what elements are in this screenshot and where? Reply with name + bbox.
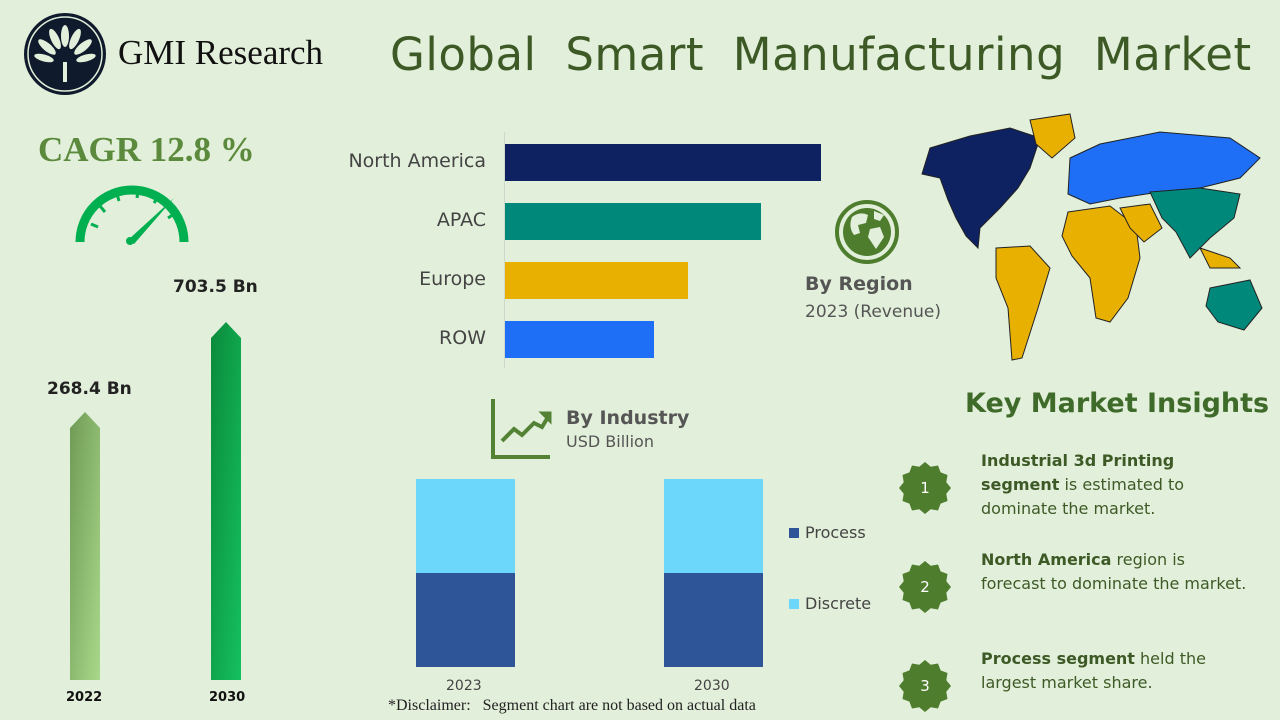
region-bar — [505, 262, 689, 299]
cagr-label: CAGR 12.8 % — [38, 130, 255, 169]
insight-detail: region is forecast to dominate the marke… — [981, 550, 1247, 593]
insight-detail: is estimated to dominate the market. — [981, 475, 1185, 518]
legend-discrete: Discrete — [789, 594, 871, 613]
region-label: North America — [348, 150, 486, 172]
bar-2022 — [70, 412, 100, 680]
insight-badge: 1 — [899, 462, 951, 514]
year-label-2022: 2022 — [66, 690, 103, 705]
map-asia — [1149, 187, 1241, 259]
value-label-2030: 703.5 Bn — [173, 277, 258, 297]
speedometer-icon — [75, 185, 189, 245]
insight-badge: 3 — [899, 660, 951, 712]
globe-icon — [835, 200, 899, 264]
stacked-segment-discrete — [416, 479, 515, 573]
year-label-2030: 2030 — [209, 690, 246, 705]
map-se-asia — [1199, 247, 1242, 269]
map-greenland — [1029, 113, 1076, 159]
trend-chart-icon — [491, 399, 552, 459]
region-bar — [505, 144, 821, 181]
disclaimer: *Disclaimer: Segment chart are not based… — [388, 697, 756, 714]
legend-swatch — [789, 528, 799, 538]
world-map — [921, 113, 1263, 361]
market-size-chart — [70, 322, 241, 680]
badge-star-icon — [899, 660, 951, 712]
insight-detail: held the largest market share. — [981, 649, 1206, 692]
insight-highlight: Process segment — [981, 649, 1135, 668]
insight-text: North America region is forecast to domi… — [981, 548, 1251, 596]
map-middle-east — [1119, 203, 1163, 243]
gmi-logo-icon — [24, 13, 106, 95]
badge-number: 2 — [920, 578, 930, 596]
map-australia — [1205, 279, 1263, 331]
map-south-america — [995, 245, 1051, 361]
region-axis-line — [504, 132, 505, 368]
stacked-segment-process — [416, 573, 515, 667]
region-label: Europe — [419, 268, 486, 290]
industry-title: By Industry — [566, 407, 690, 429]
stacked-segment-process — [664, 573, 763, 667]
insight-text: Industrial 3d Printing segment is estima… — [981, 449, 1251, 521]
category-label: 2023 — [446, 678, 482, 694]
legend-process: Process — [789, 523, 866, 542]
insight-highlight: Industrial 3d Printing segment — [981, 451, 1175, 494]
page-title: Global Smart Manufacturing Market — [390, 28, 1252, 81]
region-label: APAC — [436, 209, 486, 231]
badge-star-icon — [899, 561, 951, 613]
region-bar — [505, 203, 761, 240]
stacked-segment-discrete — [664, 479, 763, 573]
map-europe-russia — [1067, 131, 1261, 205]
map-north-america — [921, 127, 1041, 250]
value-label-2022: 268.4 Bn — [47, 379, 132, 399]
insight-highlight: North America — [981, 550, 1112, 569]
category-label: 2030 — [694, 678, 730, 694]
insight-badge: 2 — [899, 561, 951, 613]
region-subtitle: 2023 (Revenue) — [805, 302, 941, 322]
brand-name: GMI Research — [118, 33, 324, 72]
legend-swatch — [789, 599, 799, 609]
bar-2030 — [211, 322, 241, 680]
legend-label: Process — [805, 523, 866, 542]
region-label: ROW — [439, 327, 486, 349]
badge-star-icon — [899, 462, 951, 514]
legend-label: Discrete — [805, 594, 872, 613]
industry-subtitle: USD Billion — [566, 432, 654, 451]
badge-number: 1 — [920, 479, 930, 497]
insights-title: Key Market Insights — [965, 388, 1270, 419]
region-bar — [505, 321, 654, 358]
insight-text: Process segment held the largest market … — [981, 647, 1251, 695]
badge-number: 3 — [920, 677, 930, 695]
region-title: By Region — [805, 273, 913, 295]
